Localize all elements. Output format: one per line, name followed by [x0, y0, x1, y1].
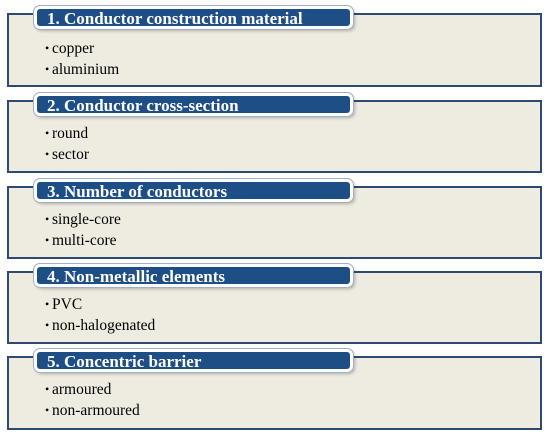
- item-list: • PVC • non-halogenated: [45, 294, 155, 336]
- item-label: armoured: [52, 381, 112, 398]
- list-item: • armoured: [45, 379, 140, 400]
- list-item: • copper: [45, 38, 119, 59]
- item-label: copper: [52, 40, 95, 57]
- bullet-icon: •: [45, 62, 50, 76]
- bullet-icon: •: [45, 41, 50, 55]
- section-header: 5. Concentric barrier: [34, 349, 353, 372]
- section-header: 3. Number of conductors: [34, 179, 353, 202]
- item-label: non-halogenated: [52, 317, 156, 334]
- list-item: • single-core: [45, 209, 121, 230]
- list-item: • non-halogenated: [45, 315, 155, 336]
- item-label: aluminium: [52, 61, 120, 78]
- item-list: • armoured • non-armoured: [45, 379, 140, 421]
- section-header: 4. Non-metallic elements: [34, 264, 353, 287]
- list-item: • PVC: [45, 294, 155, 315]
- section-header: 1. Conductor construction material: [34, 6, 353, 29]
- item-label: PVC: [52, 296, 83, 313]
- item-label: single-core: [52, 211, 121, 228]
- bullet-icon: •: [45, 297, 50, 311]
- bullet-icon: •: [45, 382, 50, 396]
- item-label: multi-core: [52, 232, 117, 249]
- list-item: • multi-core: [45, 230, 121, 251]
- list-item: • aluminium: [45, 59, 119, 80]
- item-label: non-armoured: [52, 402, 140, 419]
- section-header: 2. Conductor cross-section: [34, 93, 353, 116]
- list-item: • round: [45, 123, 89, 144]
- bullet-icon: •: [45, 147, 50, 161]
- item-label: sector: [52, 146, 90, 163]
- item-list: • round • sector: [45, 123, 89, 165]
- item-list: • single-core • multi-core: [45, 209, 121, 251]
- bullet-icon: •: [45, 318, 50, 332]
- item-list: • copper • aluminium: [45, 38, 119, 80]
- bullet-icon: •: [45, 126, 50, 140]
- item-label: round: [52, 125, 89, 142]
- bullet-icon: •: [45, 403, 50, 417]
- bullet-icon: •: [45, 233, 50, 247]
- list-item: • non-armoured: [45, 400, 140, 421]
- list-item: • sector: [45, 144, 89, 165]
- bullet-icon: •: [45, 212, 50, 226]
